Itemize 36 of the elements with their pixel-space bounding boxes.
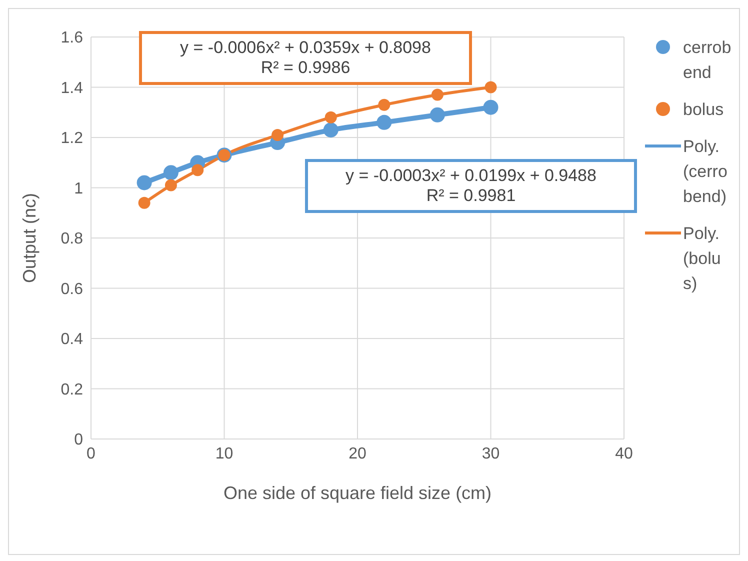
- y-tick-label: 0.6: [60, 280, 84, 298]
- point: [138, 196, 150, 209]
- y-tick-label: 1.2: [60, 130, 84, 148]
- x-tick-label: 10: [215, 445, 234, 462]
- point: [272, 128, 284, 141]
- y-tick-label: 0.2: [60, 381, 84, 398]
- point: [376, 114, 392, 130]
- y-tick-label: 0: [74, 432, 84, 449]
- point: [163, 165, 178, 180]
- x-tick-label: 0: [86, 445, 96, 462]
- y-tick-label: 1: [74, 180, 84, 198]
- legend-label: bolus: [683, 99, 725, 121]
- x-tick-label: 20: [348, 445, 366, 462]
- point: [484, 81, 497, 94]
- legend-label: cerrobend: [683, 37, 732, 84]
- legend-label: Poly. (bolus): [683, 223, 722, 295]
- equation-box: y = -0.0006x² + 0.0359x + 0.8098 R² = 0.9986: [139, 31, 472, 85]
- point: [378, 98, 390, 111]
- x-axis-title: One side of square field size (cm): [223, 483, 492, 503]
- y-axis-title: Output (nc): [19, 192, 40, 284]
- y-tick-label: 0.4: [60, 331, 84, 348]
- y-tick-label: 1.6: [60, 30, 84, 47]
- point: [192, 164, 204, 176]
- point: [136, 175, 152, 190]
- point: [483, 100, 498, 115]
- point: [324, 111, 337, 124]
- point: [164, 179, 177, 192]
- equation-box: y = -0.0003x² + 0.0199x + 0.9488 R² = 0.9981: [305, 159, 637, 213]
- y-tick-label: 1.4: [60, 80, 84, 97]
- point: [431, 88, 444, 101]
- y-tick-label: 0.8: [60, 230, 84, 248]
- point: [323, 122, 338, 138]
- x-tick-label: 40: [615, 445, 633, 462]
- legend-label: Poly. (cerrobend): [683, 136, 728, 208]
- x-tick-label: 30: [482, 445, 500, 462]
- point: [430, 107, 445, 122]
